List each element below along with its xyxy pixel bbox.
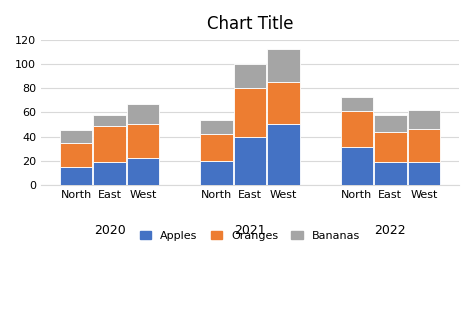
Legend: Apples, Oranges, Bananas: Apples, Oranges, Bananas [136, 226, 364, 245]
Text: 2020: 2020 [94, 223, 126, 236]
Bar [60, 167, 92, 185]
Title: Chart Title: Chart Title [207, 15, 293, 33]
Bar [374, 115, 407, 132]
Bar [267, 125, 300, 185]
Bar [93, 115, 126, 126]
Bar [267, 82, 300, 125]
Bar [374, 132, 407, 162]
Bar [374, 162, 407, 185]
Bar [201, 120, 233, 134]
Bar [60, 143, 92, 167]
Bar [408, 162, 440, 185]
Bar [341, 111, 373, 147]
Text: 2021: 2021 [234, 223, 266, 236]
Bar [234, 137, 266, 185]
Bar [234, 64, 266, 88]
Bar [234, 88, 266, 137]
Bar [201, 134, 233, 161]
Bar [93, 126, 126, 162]
Bar [127, 125, 159, 158]
Bar [341, 147, 373, 185]
Bar [408, 129, 440, 162]
Bar [408, 110, 440, 129]
Bar [127, 158, 159, 185]
Bar [267, 49, 300, 82]
Bar [127, 104, 159, 125]
Text: 2022: 2022 [374, 223, 406, 236]
Bar [201, 161, 233, 185]
Bar [93, 162, 126, 185]
Bar [60, 131, 92, 143]
Bar [341, 97, 373, 111]
